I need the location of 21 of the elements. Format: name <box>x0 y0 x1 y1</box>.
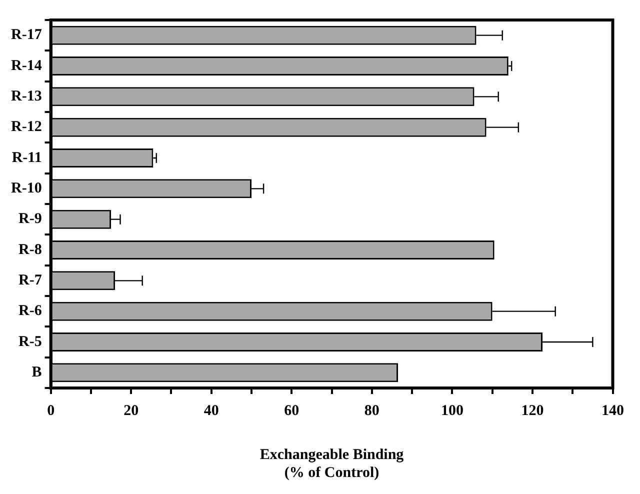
y-tick-label: R-12 <box>11 119 42 136</box>
x-tick-label: 140 <box>602 402 624 419</box>
y-tick-label: R-11 <box>12 150 42 166</box>
y-tick-label: R-14 <box>11 58 42 74</box>
x-tick-label: 120 <box>521 402 544 419</box>
y-tick-label: B <box>32 364 42 381</box>
x-tick-label: 0 <box>47 402 55 419</box>
y-tick-label: R-7 <box>18 272 42 289</box>
y-tick-label: R-9 <box>18 211 42 228</box>
y-tick-label: R-6 <box>18 303 42 320</box>
y-tick-label: R-17 <box>11 27 42 44</box>
x-tick-label: 80 <box>364 402 380 419</box>
x-axis-title: Exchangeable Binding (% of Control) <box>260 446 404 481</box>
y-tick-label: R-8 <box>18 242 42 258</box>
y-tick-label: R-13 <box>11 88 42 105</box>
x-tick-label: 40 <box>204 402 219 419</box>
x-tick-label: 20 <box>124 402 139 419</box>
x-tick-label: 100 <box>440 402 464 419</box>
y-tick-label: R-10 <box>11 180 42 197</box>
x-tick-label: 60 <box>284 402 300 419</box>
y-tick-label: R-5 <box>18 334 42 350</box>
